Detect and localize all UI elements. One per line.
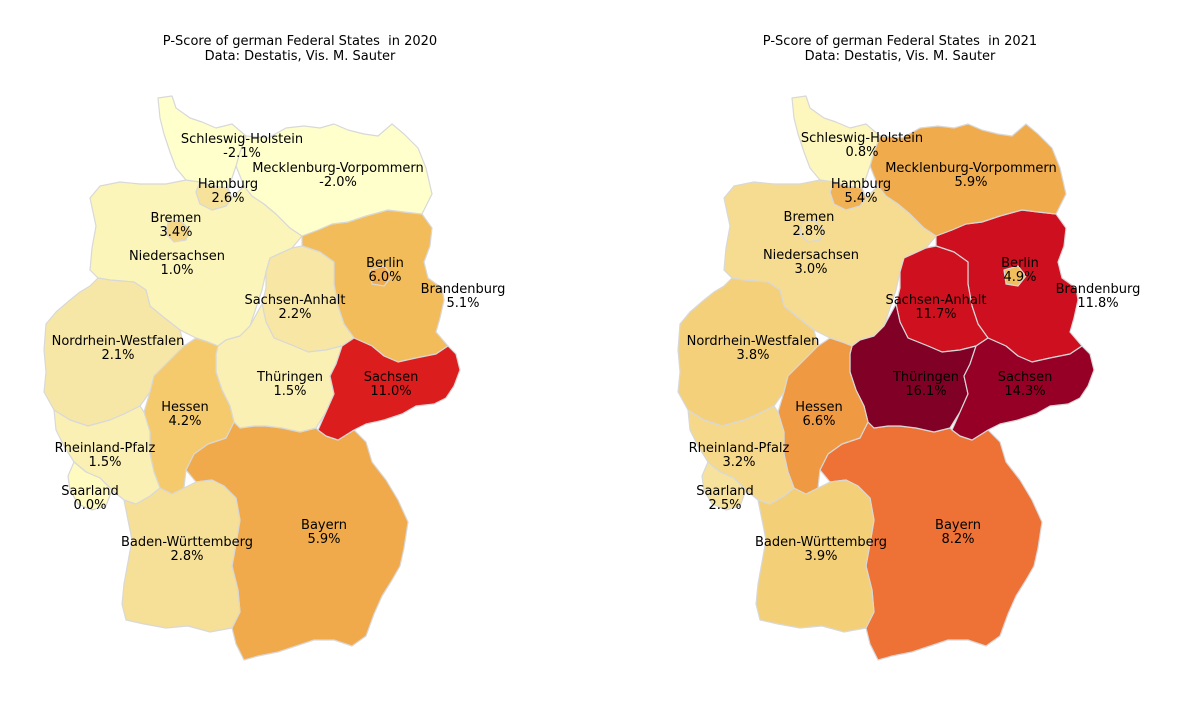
- region-name-label: Rheinland-Pfalz: [689, 441, 790, 456]
- map-subtitle: Data: Destatis, Vis. M. Sauter: [804, 49, 996, 64]
- region-value-label: 11.8%: [1077, 296, 1118, 311]
- region-name-label: Berlin: [1001, 256, 1039, 271]
- region-value-label: 2.8%: [792, 224, 825, 239]
- region-value-label: 4.2%: [168, 414, 201, 429]
- germany-map-2020: Schleswig-Holstein-2.1%Mecklenburg-Vorpo…: [43, 95, 506, 661]
- region-name-label: Rheinland-Pfalz: [55, 441, 156, 456]
- region-hb: [799, 219, 825, 243]
- region-name-label: Nordrhein-Westfalen: [52, 334, 185, 349]
- region-name-label: Niedersachsen: [129, 249, 225, 264]
- region-name-label: Saarland: [61, 484, 119, 499]
- region-name-label: Baden-Württemberg: [121, 535, 253, 550]
- region-name-label: Schleswig-Holstein: [181, 132, 303, 147]
- region-name-label: Niedersachsen: [763, 248, 859, 263]
- region-value-label: 0.0%: [73, 498, 106, 513]
- region-sn: [317, 337, 461, 441]
- region-value-label: 3.4%: [159, 225, 192, 240]
- map-title-block: P-Score of german Federal States in 2020…: [0, 34, 600, 64]
- region-sn: [951, 337, 1095, 441]
- region-value-label: 1.5%: [88, 455, 121, 470]
- region-value-label: 5.1%: [446, 296, 479, 311]
- region-value-label: 8.2%: [941, 532, 974, 547]
- region-value-label: 0.8%: [845, 145, 878, 160]
- region-be: [369, 265, 393, 287]
- region-name-label: Bayern: [935, 518, 981, 533]
- region-name-label: Sachsen-Anhalt: [885, 293, 986, 308]
- region-hh: [829, 181, 867, 211]
- map-panel-2020: P-Score of german Federal States in 2020…: [0, 34, 600, 661]
- region-value-label: 4.9%: [1003, 270, 1036, 285]
- region-value-label: 3.8%: [736, 348, 769, 363]
- region-name-label: Hamburg: [831, 177, 891, 192]
- region-value-label: 11.7%: [915, 307, 956, 322]
- region-value-label: 2.5%: [708, 498, 741, 513]
- region-value-label: 2.2%: [278, 307, 311, 322]
- region-value-label: 1.5%: [273, 384, 306, 399]
- region-name-label: Saarland: [696, 484, 754, 499]
- map-title: P-Score of german Federal States in 2020: [162, 34, 438, 49]
- region-value-label: 16.1%: [905, 384, 946, 399]
- region-name-label: Bayern: [301, 518, 347, 533]
- region-value-label: 2.8%: [170, 549, 203, 564]
- region-name-label: Sachsen: [364, 370, 419, 385]
- region-name-label: Mecklenburg-Vorpommern: [885, 161, 1057, 176]
- region-value-label: 1.0%: [160, 263, 193, 278]
- region-value-label: 3.0%: [794, 262, 827, 277]
- region-name-label: Sachsen-Anhalt: [244, 293, 345, 308]
- region-name-label: Sachsen: [998, 370, 1053, 385]
- region-sl: [701, 461, 747, 511]
- region-value-label: 11.0%: [370, 384, 411, 399]
- map-title: P-Score of german Federal States in 2021: [762, 34, 1038, 49]
- region-name-label: Hessen: [795, 400, 843, 415]
- region-name-label: Thüringen: [256, 370, 323, 385]
- region-mv: [869, 123, 1067, 237]
- region-value-label: -2.0%: [319, 175, 357, 190]
- map-title-block: P-Score of german Federal States in 2021…: [600, 34, 1200, 64]
- region-hb: [165, 219, 191, 243]
- region-name-label: Hamburg: [198, 177, 258, 192]
- region-value-label: 5.9%: [307, 532, 340, 547]
- region-value-label: 2.1%: [101, 348, 134, 363]
- region-name-label: Nordrhein-Westfalen: [687, 334, 820, 349]
- region-name-label: Berlin: [366, 256, 404, 271]
- region-sh: [791, 95, 881, 189]
- region-be: [1003, 265, 1027, 287]
- region-value-label: -2.1%: [223, 146, 261, 161]
- region-value-label: 6.0%: [368, 270, 401, 285]
- region-name-label: Baden-Württemberg: [755, 535, 887, 550]
- region-name-label: Thüringen: [892, 370, 959, 385]
- region-name-label: Bremen: [784, 210, 835, 225]
- region-value-label: 6.6%: [802, 414, 835, 429]
- region-sl: [67, 461, 113, 511]
- region-value-label: 5.4%: [844, 191, 877, 206]
- region-name-label: Hessen: [161, 400, 209, 415]
- map-panel-2021: P-Score of german Federal States in 2021…: [600, 0, 1200, 703]
- region-mv: [235, 123, 433, 237]
- region-value-label: 3.2%: [722, 455, 755, 470]
- region-name-label: Bremen: [151, 211, 202, 226]
- region-name-label: Brandenburg: [1056, 282, 1141, 297]
- region-name-label: Schleswig-Holstein: [801, 131, 923, 146]
- region-value-label: 14.3%: [1004, 384, 1045, 399]
- region-hh: [195, 181, 233, 211]
- region-sh: [157, 95, 247, 189]
- map-subtitle: Data: Destatis, Vis. M. Sauter: [204, 49, 396, 64]
- region-value-label: 5.9%: [954, 175, 987, 190]
- region-value-label: 3.9%: [804, 549, 837, 564]
- region-name-label: Mecklenburg-Vorpommern: [252, 161, 424, 176]
- region-value-label: 2.6%: [211, 191, 244, 206]
- region-name-label: Brandenburg: [421, 282, 506, 297]
